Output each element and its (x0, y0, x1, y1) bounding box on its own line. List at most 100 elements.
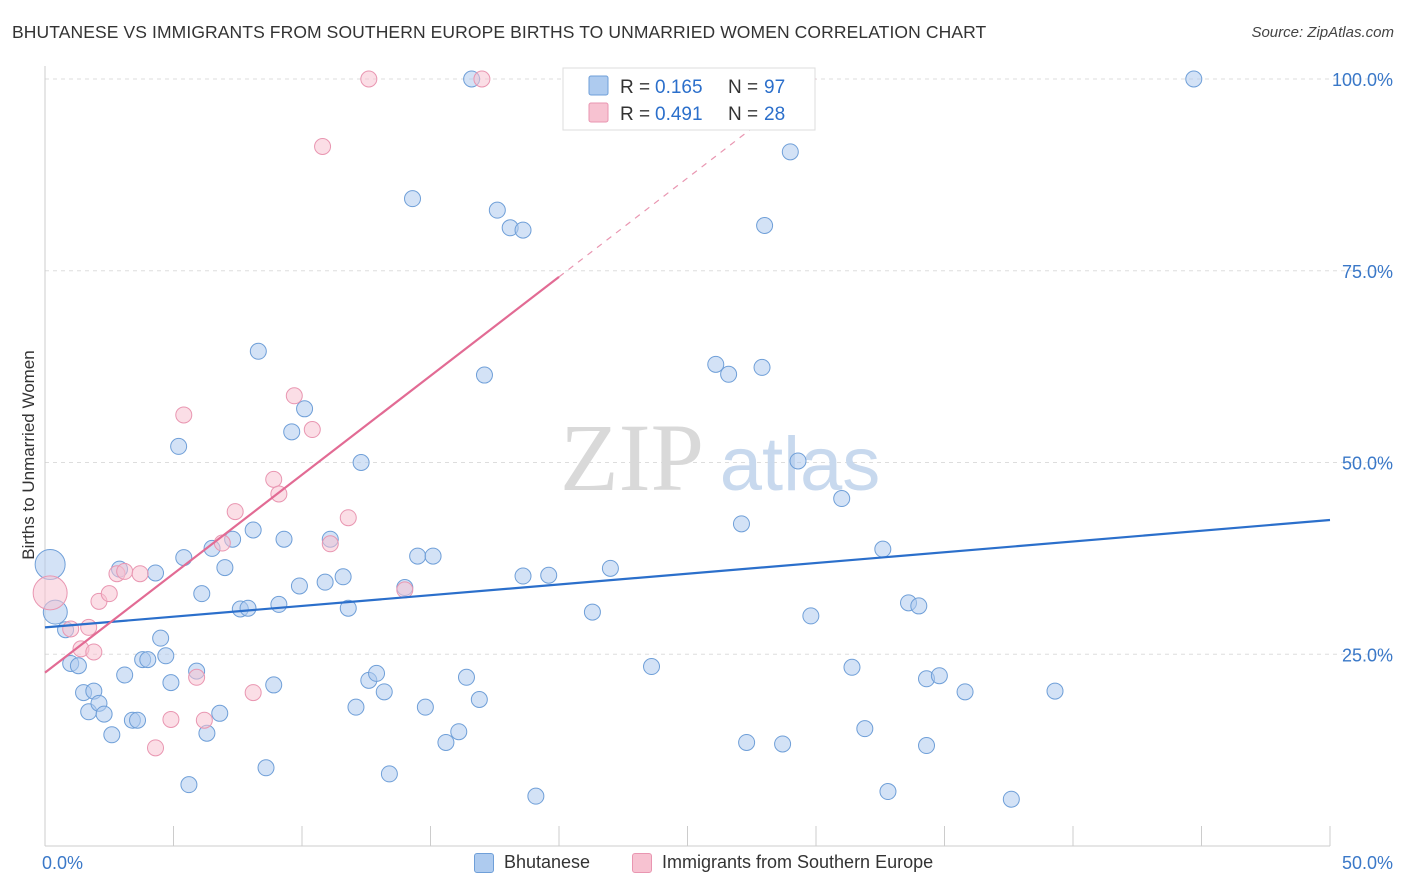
series-bhutanese (34, 70, 1203, 808)
data-point-bhutanese (265, 676, 283, 694)
data-point-bhutanese (296, 400, 314, 418)
data-point-bhutanese (918, 737, 936, 755)
data-point-bhutanese (352, 454, 370, 471)
legend-swatch-bhutanese (474, 852, 494, 873)
data-point-bhutanese (239, 599, 257, 617)
legend-item-bhutanese: Bhutanese (474, 852, 590, 873)
data-point-bhutanese (380, 765, 398, 783)
data-point-bhutanese (910, 597, 928, 615)
data-point-bhutanese (404, 190, 422, 208)
data-point-bhutanese (244, 521, 262, 539)
data-point-bhutanese (527, 787, 545, 805)
data-point-bhutanese (707, 355, 725, 373)
data-point-bhutanese (488, 201, 506, 219)
data-point-bhutanese (856, 720, 874, 738)
data-point-bhutanese (475, 366, 493, 384)
data-point-bhutanese (283, 423, 301, 441)
data-point-bhutanese (409, 547, 427, 565)
data-point-bhutanese (95, 705, 113, 723)
data-point-bhutanese (1185, 70, 1203, 88)
data-point-bhutanese (275, 530, 293, 548)
data-point-southern-europe (303, 421, 321, 439)
legend-n-label-pink: N = (728, 104, 758, 125)
data-point-bhutanese (193, 585, 211, 603)
data-point-southern-europe (195, 711, 213, 729)
legend-n-label-blue: N = (728, 77, 758, 98)
data-point-bhutanese (738, 733, 756, 751)
data-point-southern-europe (244, 684, 262, 702)
legend-r-label-blue: R = (620, 77, 650, 98)
data-point-southern-europe (396, 581, 414, 599)
legend-label-southern-europe: Immigrants from Southern Europe (662, 852, 934, 872)
data-point-bhutanese (249, 342, 267, 360)
data-point-bhutanese (437, 733, 455, 751)
legend-swatch-pink (588, 102, 609, 123)
data-point-bhutanese (879, 783, 897, 801)
data-point-bhutanese (514, 567, 532, 585)
chart-title: BHUTANESE VS IMMIGRANTS FROM SOUTHERN EU… (12, 22, 987, 42)
data-point-southern-europe (100, 585, 118, 603)
data-point-bhutanese (116, 666, 134, 684)
axes (44, 66, 1331, 847)
legend-swatch-blue (588, 75, 609, 96)
data-point-bhutanese (781, 143, 799, 161)
data-point-bhutanese (375, 683, 393, 701)
data-point-bhutanese (457, 668, 475, 686)
data-point-bhutanese (152, 629, 170, 647)
data-point-bhutanese (103, 726, 121, 744)
data-point-bhutanese (720, 365, 738, 383)
data-point-southern-europe (85, 643, 103, 661)
data-point-bhutanese (450, 723, 468, 741)
data-point-southern-europe (80, 618, 98, 636)
data-point-bhutanese (129, 711, 147, 729)
data-point-bhutanese (257, 759, 275, 777)
data-point-bhutanese (514, 221, 532, 239)
data-point-bhutanese (1002, 790, 1020, 808)
data-point-bhutanese (601, 559, 619, 577)
data-point-bhutanese (424, 547, 442, 565)
gridlines (45, 78, 1392, 655)
y-tick-label: 100.0% (1332, 70, 1393, 90)
data-point-bhutanese (802, 607, 820, 625)
y-tick-label: 50.0% (1342, 454, 1393, 474)
legend-r-label-pink: R = (620, 104, 650, 125)
legend-swatch-southern-europe (632, 852, 652, 873)
data-point-bhutanese (216, 559, 234, 577)
data-point-bhutanese (956, 683, 974, 701)
series-southern-europe (32, 70, 491, 757)
data-point-southern-europe (62, 620, 80, 638)
legend-item-southern-europe: Immigrants from Southern Europe (632, 852, 933, 873)
data-point-bhutanese (157, 647, 175, 665)
data-point-bhutanese (162, 674, 180, 692)
data-point-southern-europe (175, 406, 193, 424)
data-point-bhutanese (843, 658, 861, 676)
data-point-southern-europe (32, 575, 68, 611)
legend-r-value-pink: 0.491 (655, 104, 703, 125)
source-label: Source: ZipAtlas.com (1251, 24, 1394, 41)
legend-r-value-blue: 0.165 (655, 77, 703, 98)
data-point-bhutanese (34, 549, 66, 581)
data-point-bhutanese (643, 658, 661, 676)
data-point-bhutanese (347, 698, 365, 716)
data-point-bhutanese (1046, 682, 1064, 700)
data-point-bhutanese (147, 564, 165, 582)
data-point-bhutanese (211, 704, 229, 722)
data-point-bhutanese (540, 566, 558, 584)
data-point-southern-europe (321, 535, 339, 553)
data-point-bhutanese (334, 568, 352, 586)
data-point-bhutanese (139, 651, 157, 669)
data-point-southern-europe (265, 470, 283, 488)
data-point-southern-europe (339, 509, 357, 527)
data-point-southern-europe (314, 137, 332, 155)
y-tick-label: 75.0% (1342, 262, 1393, 282)
data-point-southern-europe (131, 565, 149, 583)
data-point-bhutanese (368, 664, 386, 682)
data-point-bhutanese (180, 776, 198, 794)
data-point-bhutanese (170, 437, 188, 455)
data-point-bhutanese (175, 549, 193, 567)
data-point-bhutanese (874, 540, 892, 558)
data-point-bhutanese (756, 216, 774, 234)
data-point-bhutanese (732, 515, 750, 533)
data-point-bhutanese (789, 452, 807, 470)
